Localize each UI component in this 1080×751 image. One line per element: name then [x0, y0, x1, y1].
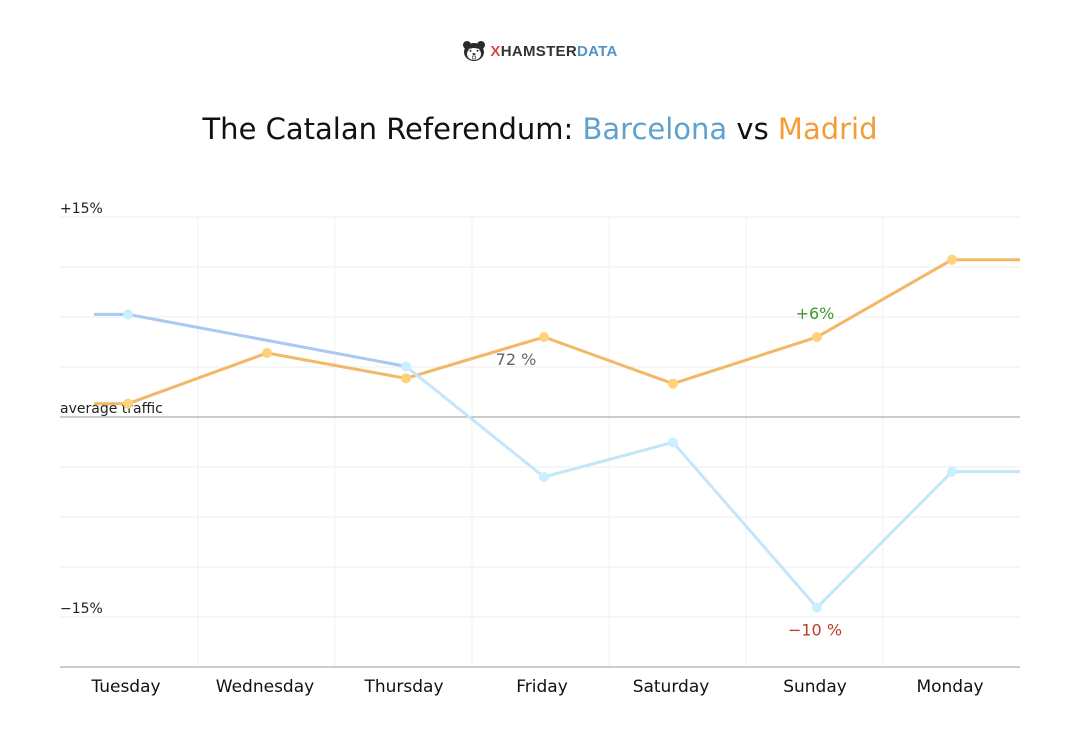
barcelona-line-segment	[671, 440, 819, 610]
madrid-data-point	[812, 332, 822, 343]
madrid-line-segment	[815, 258, 954, 339]
x-tick-label: Friday	[516, 677, 568, 697]
baseline-label: average traffic	[60, 401, 163, 417]
data-label: +6%	[796, 304, 835, 323]
chart-series	[94, 254, 1020, 613]
chart-title: The Catalan Referendum: Barcelona vs Mad…	[0, 112, 1080, 146]
x-tick-label: Wednesday	[216, 677, 314, 697]
madrid-data-point	[401, 373, 411, 384]
title-barcelona: Barcelona	[582, 112, 728, 146]
barcelona-data-point	[401, 361, 411, 372]
madrid-line-segment	[542, 335, 675, 386]
brand-part-data: DATA	[576, 43, 618, 60]
x-tick-label: Sunday	[783, 677, 847, 697]
x-tick-label: Monday	[916, 677, 983, 697]
chart-grid	[60, 216, 1020, 667]
hamster-icon	[463, 41, 486, 61]
barcelona-data-point	[947, 466, 957, 477]
madrid-data-point	[262, 348, 272, 359]
brand-part-x: X	[490, 43, 501, 60]
chart-labels: +6% −10 % 72 %	[496, 304, 842, 640]
madrid-data-point	[539, 332, 549, 343]
barcelona-data-point	[668, 437, 678, 448]
brand-part-hamster: HAMSTER	[500, 43, 577, 60]
title-connector: vs	[727, 112, 778, 146]
madrid-line-segment	[671, 335, 819, 386]
chart-axes: +15% −15% average traffic Tuesday Wednesday T…	[60, 201, 1020, 697]
x-tick-label: Tuesday	[90, 677, 160, 697]
y-tick-label-bottom: −15%	[60, 601, 103, 617]
madrid-line-segment	[265, 351, 408, 380]
madrid-line-segment	[126, 351, 269, 406]
madrid-data-point	[947, 254, 957, 265]
brand-logo: XHAMSTERDATA	[0, 40, 1080, 62]
barcelona-data-point	[539, 471, 549, 482]
barcelona-line-segment	[126, 312, 408, 368]
barcelona-line-segment	[404, 364, 546, 479]
madrid-line-segment	[404, 335, 546, 380]
data-label: −10 %	[788, 621, 842, 640]
x-tick-label: Thursday	[363, 677, 443, 697]
data-label: 72 %	[496, 350, 537, 369]
title-madrid: Madrid	[777, 112, 878, 146]
barcelona-line-segment	[815, 470, 954, 610]
x-tick-label: Saturday	[633, 677, 710, 697]
barcelona-data-point	[812, 602, 822, 613]
title-prefix: The Catalan Referendum:	[202, 112, 583, 146]
barcelona-data-point	[123, 309, 133, 320]
madrid-data-point	[123, 398, 133, 409]
barcelona-line-segment	[542, 440, 675, 479]
madrid-data-point	[668, 378, 678, 389]
y-tick-label-top: +15%	[60, 201, 103, 217]
